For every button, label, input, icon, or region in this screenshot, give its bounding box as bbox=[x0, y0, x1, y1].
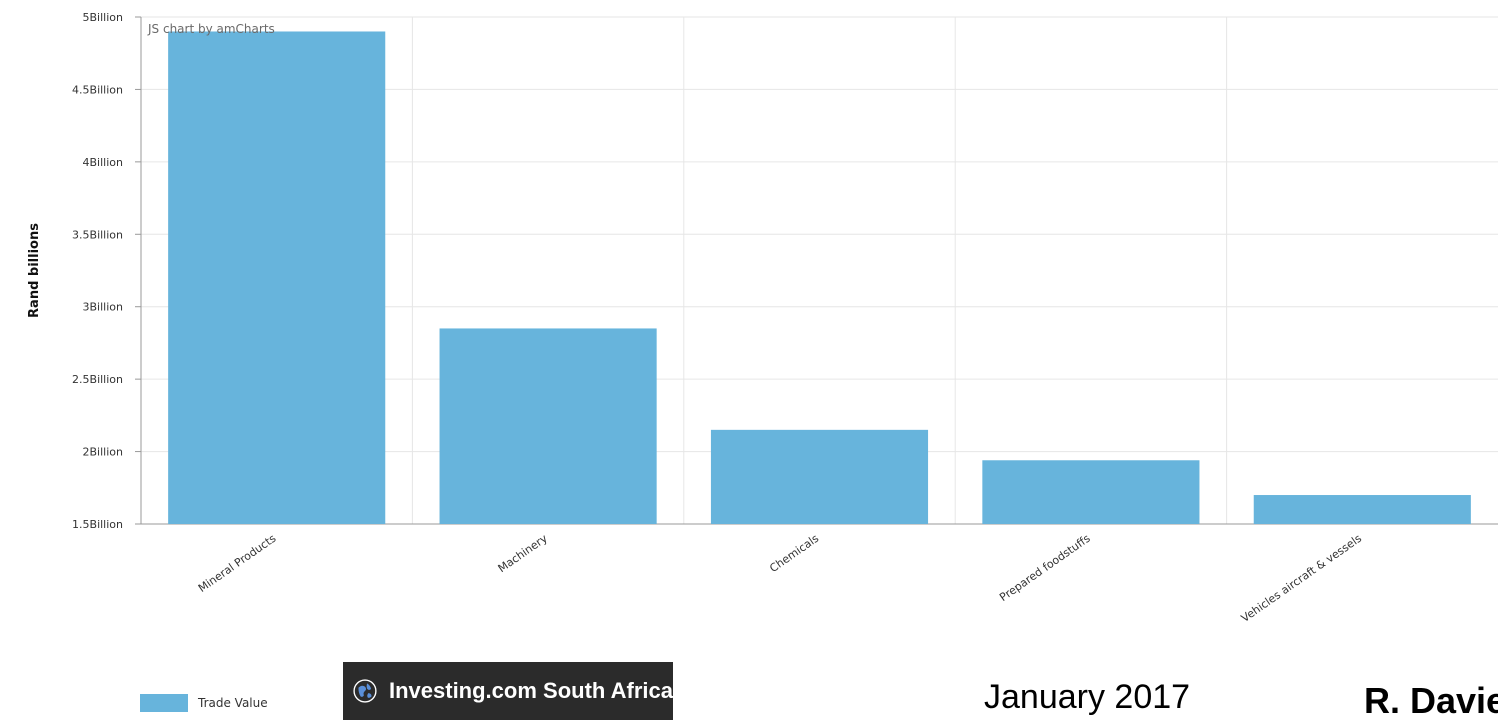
bar bbox=[710, 429, 929, 524]
badge-text: Investing.com South Africa bbox=[388, 678, 673, 703]
legend[interactable]: Trade Value bbox=[140, 694, 268, 712]
legend-label: Trade Value bbox=[198, 696, 268, 710]
investing-badge: Investing.com South Africa bbox=[343, 662, 673, 720]
y-tick-label: 5Billion bbox=[83, 11, 123, 24]
date-text: January 2017 bbox=[984, 678, 1191, 716]
x-tick-label: Vehicles aircraft & vessels bbox=[1239, 532, 1364, 625]
chart-credit[interactable]: JS chart by amCharts bbox=[148, 22, 275, 36]
y-tick-label: 1.5Billion bbox=[72, 518, 123, 531]
bar bbox=[982, 460, 1200, 524]
y-tick-label: 3Billion bbox=[83, 301, 123, 314]
x-tick-label: Mineral Products bbox=[196, 532, 279, 595]
globe-icon bbox=[353, 679, 377, 703]
bar bbox=[439, 328, 657, 524]
bar bbox=[1253, 495, 1471, 524]
x-tick-label: Chemicals bbox=[767, 532, 821, 575]
y-tick-label: 2.5Billion bbox=[72, 373, 123, 386]
bar bbox=[168, 31, 386, 524]
y-tick-label: 3.5Billion bbox=[72, 228, 123, 241]
x-tick-label: Prepared foodstuffs bbox=[997, 532, 1093, 604]
y-tick-label: 2Billion bbox=[83, 446, 123, 459]
legend-swatch bbox=[140, 694, 188, 712]
y-tick-label: 4Billion bbox=[83, 156, 123, 169]
y-axis-title: Rand billions bbox=[27, 223, 42, 318]
y-tick-label: 4.5Billion bbox=[72, 83, 123, 96]
bar-chart: 1.5Billion 2Billion 2.5Billion 3Billion 3.5B… bbox=[27, 11, 1498, 625]
author-text: R. Davies bbox=[1364, 680, 1498, 721]
x-tick-label: Machinery bbox=[496, 532, 551, 576]
